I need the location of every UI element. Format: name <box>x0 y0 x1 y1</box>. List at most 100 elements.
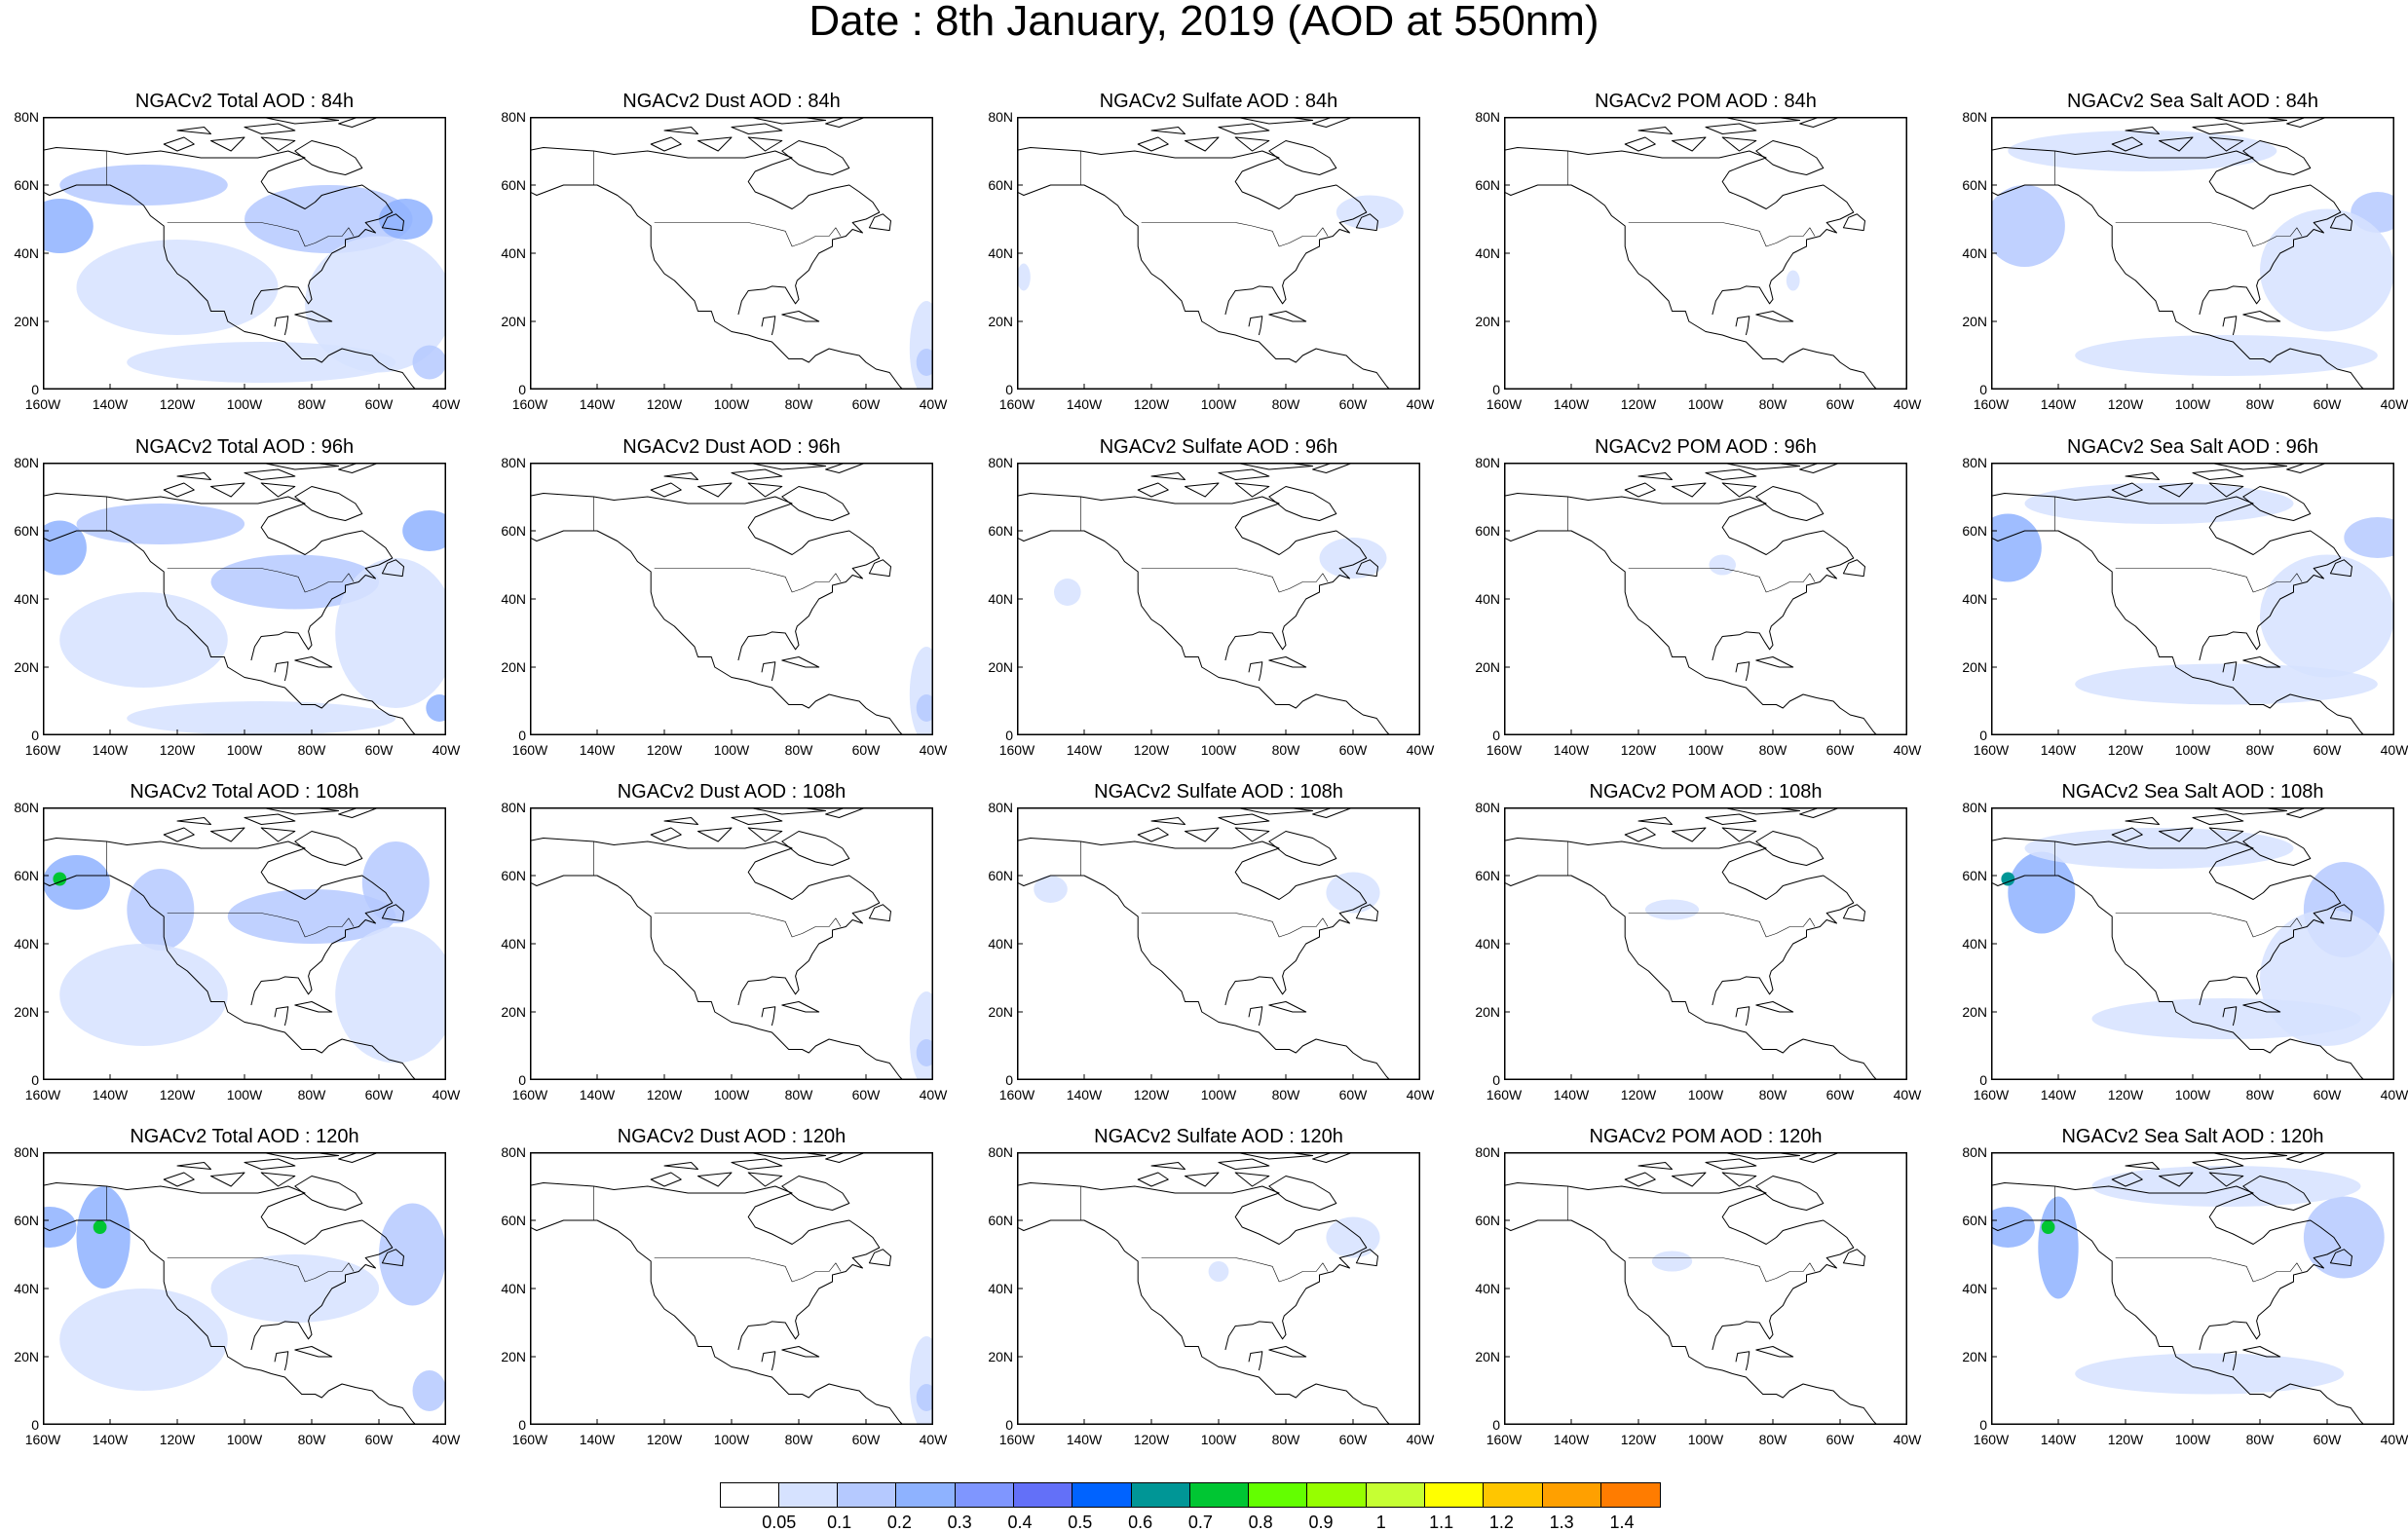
y-tick-label: 0 <box>1492 1072 1500 1088</box>
y-tick-label: 80N <box>501 1144 526 1160</box>
y-tick-label: 40N <box>14 936 39 952</box>
aod-field <box>402 510 446 551</box>
coastline <box>2242 1346 2281 1358</box>
map-panel <box>43 117 446 390</box>
y-tick-label: 40N <box>501 936 526 952</box>
coastline <box>260 482 296 498</box>
y-tick-label: 80N <box>988 455 1013 470</box>
map-panel <box>1504 117 1907 390</box>
y-tick-label: 20N <box>988 659 1013 675</box>
x-tick-label: 120W <box>2107 742 2144 758</box>
coastline <box>1735 661 1750 682</box>
colorbar-box <box>1130 1482 1191 1508</box>
coastline <box>530 147 881 316</box>
country-border <box>654 568 842 593</box>
coastline <box>2159 827 2194 842</box>
coastline <box>210 482 245 498</box>
coastline <box>747 482 783 498</box>
coastline <box>176 817 211 825</box>
y-tick-label: 0 <box>31 1417 39 1433</box>
coastline <box>294 486 363 521</box>
country-border <box>654 222 842 247</box>
x-tick-label: 140W <box>2040 396 2077 412</box>
map-panel <box>43 1152 446 1425</box>
coastline <box>294 1001 333 1013</box>
coastline <box>2329 559 2352 578</box>
colorbar-box <box>1541 1482 1602 1508</box>
aod-field <box>916 349 933 376</box>
aod-field <box>2008 131 2277 171</box>
map-panel <box>1991 807 2394 1080</box>
x-tick-label: 80W <box>784 1432 813 1447</box>
coastline <box>530 838 881 1006</box>
aod-field <box>1991 185 2065 267</box>
x-tick-label: 160W <box>24 742 61 758</box>
panel-title: NGACv2 Sulfate AOD : 120h <box>1094 1126 1343 1147</box>
x-tick-label: 140W <box>1553 1432 1590 1447</box>
y-tick-label: 40N <box>14 1281 39 1296</box>
coastline <box>825 807 867 818</box>
y-tick-label: 60N <box>14 1213 39 1228</box>
map-background <box>1504 807 1907 1080</box>
aod-field <box>59 165 228 206</box>
x-tick-label: 80W <box>2245 396 2275 412</box>
coastline <box>1755 1346 1794 1358</box>
y-tick-label: 60N <box>501 523 526 539</box>
y-tick-label: 40N <box>1962 591 1987 607</box>
x-tick-label: 60W <box>1825 396 1855 412</box>
coastline <box>697 482 733 498</box>
coastline <box>1312 807 1354 818</box>
coastline <box>1755 311 1794 322</box>
panel-title: NGACv2 POM AOD : 96h <box>1595 436 1817 458</box>
country-border <box>167 568 355 593</box>
coastline <box>2208 1172 2244 1187</box>
aod-field <box>76 504 245 544</box>
map-background <box>530 1152 933 1425</box>
y-tick-label: 0 <box>1492 382 1500 397</box>
aod-field <box>43 520 87 576</box>
map-panel <box>43 463 446 735</box>
panel-title: NGACv2 Dust AOD : 120h <box>617 1126 847 1147</box>
y-tick-label: 80N <box>1962 1144 1987 1160</box>
colorbar-label: 1.3 <box>1549 1513 1574 1532</box>
x-tick-label: 80W <box>784 1087 813 1102</box>
coastline <box>1672 482 1707 498</box>
y-tick-label: 60N <box>1475 868 1500 883</box>
coastline <box>747 136 783 152</box>
country-border <box>2115 222 2303 247</box>
colorbar-label: 0.05 <box>762 1513 797 1532</box>
y-tick-label: 0 <box>1492 1417 1500 1433</box>
coastline <box>1755 1176 1825 1211</box>
x-tick-label: 60W <box>2313 1087 2342 1102</box>
aod-field <box>1644 899 1700 920</box>
y-tick-label: 60N <box>988 868 1013 883</box>
y-tick-label: 20N <box>1475 1349 1500 1364</box>
coastline <box>1185 482 1220 498</box>
x-tick-label: 160W <box>1973 396 2010 412</box>
coastline <box>1672 827 1707 842</box>
coastline <box>2125 817 2160 825</box>
coastline <box>176 472 211 480</box>
x-tick-label: 100W <box>713 742 750 758</box>
x-tick-label: 140W <box>1066 1087 1103 1102</box>
panel-title: NGACv2 Dust AOD : 84h <box>622 91 841 112</box>
coastline <box>1721 827 1757 842</box>
coastline <box>2286 1152 2328 1163</box>
map-panel <box>530 117 933 390</box>
coastline <box>1504 1219 1878 1425</box>
x-tick-label: 120W <box>1133 1087 1170 1102</box>
y-tick-label: 20N <box>14 659 39 675</box>
map-panel <box>530 463 933 735</box>
aod-field <box>2041 1220 2055 1234</box>
y-tick-label: 40N <box>1475 1281 1500 1296</box>
coastline <box>1755 656 1794 668</box>
x-tick-label: 120W <box>1620 742 1657 758</box>
colorbar-label: 0.2 <box>886 1513 912 1532</box>
coastline <box>2242 831 2312 866</box>
x-tick-label: 60W <box>851 742 881 758</box>
x-tick-label: 40W <box>2380 1087 2408 1102</box>
y-tick-label: 20N <box>14 1349 39 1364</box>
coastline <box>825 117 867 128</box>
map-panel <box>1504 1152 1907 1425</box>
coastline <box>1735 1006 1750 1027</box>
